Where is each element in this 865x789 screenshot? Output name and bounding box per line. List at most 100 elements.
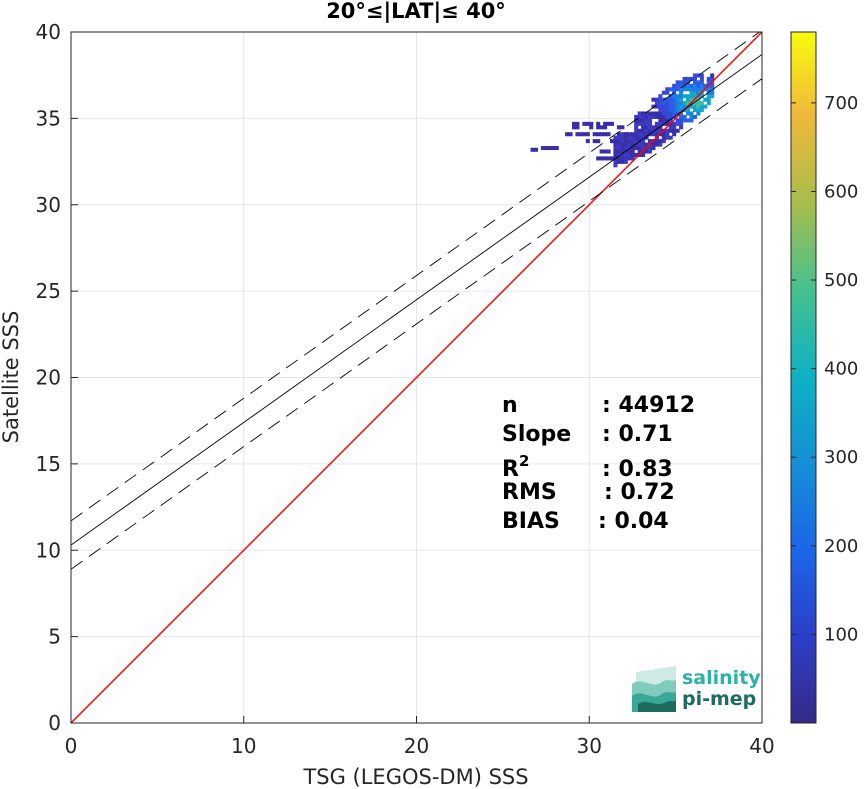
density-cell xyxy=(627,156,632,161)
density-cell xyxy=(696,73,701,78)
density-cell xyxy=(585,132,590,137)
density-cell xyxy=(620,152,625,157)
density-cell xyxy=(682,94,687,99)
density-cell xyxy=(710,94,715,99)
density-cell xyxy=(710,76,715,81)
density-cell xyxy=(644,149,649,154)
density-cell xyxy=(634,128,639,133)
density-cell xyxy=(699,104,704,109)
density-cell xyxy=(672,121,677,126)
density-cell xyxy=(606,132,611,137)
x-tick-label: 0 xyxy=(65,734,78,758)
density-cell xyxy=(689,97,694,102)
density-cell xyxy=(647,125,653,130)
density-cell xyxy=(658,97,663,102)
line-identity xyxy=(71,32,762,723)
density-cell xyxy=(654,114,659,119)
density-cell xyxy=(627,132,632,137)
density-cell xyxy=(654,125,659,130)
density-cell xyxy=(665,97,670,102)
density-cell xyxy=(685,108,691,113)
stat-value: : 0.71 xyxy=(602,422,673,447)
density-cell xyxy=(609,139,615,144)
density-cell xyxy=(692,108,697,113)
colorbar-tick-label: 600 xyxy=(824,181,858,202)
density-cell xyxy=(609,156,615,161)
density-cell xyxy=(665,87,670,92)
density-cell xyxy=(627,152,632,157)
density-cell xyxy=(644,111,649,116)
density-cell xyxy=(620,142,625,147)
density-cell xyxy=(616,139,621,144)
density-cell xyxy=(665,132,670,137)
density-cell xyxy=(613,159,618,164)
density-cell xyxy=(651,132,656,137)
density-cell xyxy=(592,132,597,137)
density-cell xyxy=(613,149,618,154)
stat-label: RMS xyxy=(502,480,557,505)
density-cell xyxy=(689,87,694,92)
density-cell xyxy=(661,90,666,95)
density-cell xyxy=(644,114,649,119)
density-cell xyxy=(654,111,659,116)
density-cell xyxy=(654,104,659,109)
density-cell xyxy=(661,101,666,106)
x-tick-label: 10 xyxy=(231,734,256,758)
density-cell xyxy=(616,125,621,130)
density-cell xyxy=(644,118,649,123)
density-cell xyxy=(672,87,677,92)
density-cell xyxy=(634,139,639,144)
density-cell xyxy=(699,94,704,99)
density-cell xyxy=(637,132,642,137)
x-axis-label: TSG (LEGOS-DM) SSS xyxy=(302,765,528,789)
density-cell xyxy=(679,121,684,126)
salinity-pimep-logo: salinity pi-mep xyxy=(632,666,761,712)
density-cell xyxy=(630,146,635,151)
density-cell xyxy=(668,87,673,92)
density-cell xyxy=(623,152,628,157)
density-cell xyxy=(654,139,659,144)
density-cell xyxy=(630,139,635,144)
density-cell xyxy=(689,90,694,95)
y-tick-label: 30 xyxy=(36,193,61,217)
density-cell xyxy=(679,108,684,113)
y-tick-label: 40 xyxy=(36,20,61,44)
density-cell xyxy=(651,125,656,130)
density-cell xyxy=(568,132,573,137)
density-cell xyxy=(599,149,604,154)
density-cell xyxy=(637,121,642,126)
density-cell xyxy=(703,97,708,102)
colorbar-frame xyxy=(790,31,817,724)
colorbar-tick-label: 700 xyxy=(824,93,858,114)
density-cell xyxy=(530,147,535,152)
density-cell xyxy=(596,139,601,144)
density-cell xyxy=(658,111,663,116)
density-cell xyxy=(578,132,583,137)
density-cell xyxy=(675,101,680,106)
density-cell xyxy=(644,121,649,126)
density-cell xyxy=(644,135,649,140)
density-cell xyxy=(644,132,649,137)
density-cell xyxy=(551,146,556,151)
density-cell xyxy=(668,111,673,116)
density-cell xyxy=(654,128,659,133)
density-cell xyxy=(592,139,597,144)
density-cell xyxy=(692,94,697,99)
y-axis-ticks: 0 5 10 15 20 25 30 35 40 xyxy=(36,20,78,735)
density-cell xyxy=(699,73,704,78)
density-cell xyxy=(665,101,670,106)
density-cell xyxy=(672,101,677,106)
density-cloud xyxy=(530,73,715,168)
density-cell xyxy=(582,121,587,126)
density-cell xyxy=(661,104,666,109)
density-cell xyxy=(620,156,625,161)
density-cell xyxy=(582,132,587,137)
y-tick-label: 5 xyxy=(48,625,61,649)
y-tick-label: 0 xyxy=(48,711,61,735)
x-tick-label: 20 xyxy=(404,734,429,758)
density-cell xyxy=(641,118,646,123)
density-cell xyxy=(661,118,666,123)
density-cell xyxy=(554,146,559,151)
density-cell xyxy=(658,125,663,130)
density-cell xyxy=(634,121,639,126)
